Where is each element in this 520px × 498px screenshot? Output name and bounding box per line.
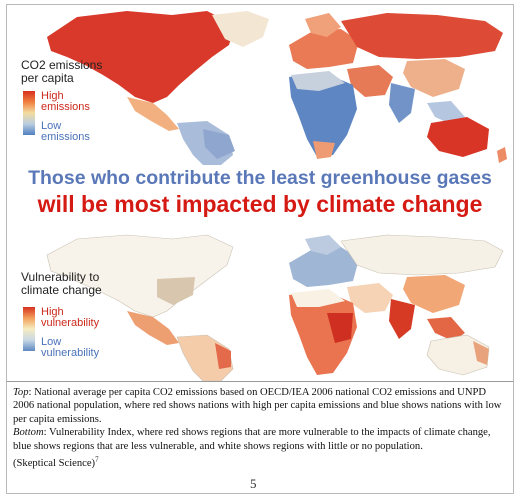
vulnerability-legend: Vulnerability to climate change High vul… [21, 270, 102, 359]
caption-source: (Skeptical Science)7 [13, 455, 99, 469]
vulnerability-legend-high-label: High vulnerability [41, 306, 100, 329]
co2-legend: CO2 emissions per capita High emissions … [21, 58, 103, 143]
scandinavia-region [305, 235, 341, 255]
headline-contribute-least: Those who contribute the least greenhous… [28, 167, 492, 189]
mexico-region [127, 311, 179, 345]
caption-footnote-marker: 7 [95, 455, 99, 464]
africa-region [289, 291, 357, 375]
middle-east-region [347, 283, 393, 313]
europe-region [289, 247, 359, 287]
scandinavia-region [305, 13, 341, 37]
australia-coast-region [473, 341, 489, 365]
page-number: 5 [250, 476, 257, 491]
brazil-coast-region [215, 343, 231, 369]
africa-region [289, 73, 357, 157]
headline-most-impacted: will be most impacted by climate change [37, 191, 483, 217]
caption-bottom-label: Bottom [13, 427, 44, 439]
vulnerability-map: Vulnerability to climate change High vul… [7, 231, 513, 381]
caption-top-text: : National average per capita CO2 emissi… [13, 387, 502, 425]
australia-region [426, 334, 490, 376]
new-zealand-region [497, 147, 507, 163]
co2-legend-low-label: Low emissions [41, 120, 90, 143]
north-america-region [47, 11, 235, 103]
europe-region [289, 29, 359, 69]
co2-emissions-map: CO2 emissions per capita High emissions … [7, 5, 513, 165]
india-region [389, 83, 415, 123]
russia-region [340, 234, 504, 276]
co2-legend-high-label: High emissions [41, 90, 90, 113]
caption-bottom-paragraph: Bottom: Vulnerability Index, where red s… [13, 427, 491, 451]
vulnerability-legend-title: Vulnerability to climate change [21, 270, 102, 297]
china-region [403, 275, 465, 313]
caption-source-text: (Skeptical Science) [13, 457, 96, 469]
caption-bottom-text: : Vulnerability Index, where red shows r… [13, 427, 491, 452]
caption-top-label: Top [13, 387, 29, 398]
figure-caption: Top: National average per capita CO2 emi… [7, 381, 513, 493]
middle-east-region [347, 65, 393, 97]
brazil-region [203, 129, 235, 159]
australia-region [427, 117, 489, 157]
mexico-region [127, 97, 179, 131]
co2-color-scale [23, 91, 35, 135]
figure-frame: CO2 emissions per capita High emissions … [6, 4, 514, 494]
greenland-region [212, 11, 269, 47]
vulnerability-legend-low-label: Low vulnerability [41, 336, 100, 359]
east-africa-region [327, 313, 353, 343]
caption-top-paragraph: Top: National average per capita CO2 emi… [13, 387, 501, 425]
co2-world-map [47, 11, 507, 165]
co2-legend-title: CO2 emissions per capita [21, 58, 103, 85]
sahara-region [291, 289, 345, 307]
southeast-asia-region [427, 317, 465, 341]
russia-region [341, 13, 503, 59]
india-region [389, 299, 415, 339]
china-region [403, 59, 465, 97]
us-east-region [157, 277, 195, 305]
vulnerability-color-scale [23, 307, 35, 351]
vulnerability-world-map [46, 234, 504, 381]
north-africa-region [291, 71, 345, 91]
south-africa-region [313, 141, 335, 159]
